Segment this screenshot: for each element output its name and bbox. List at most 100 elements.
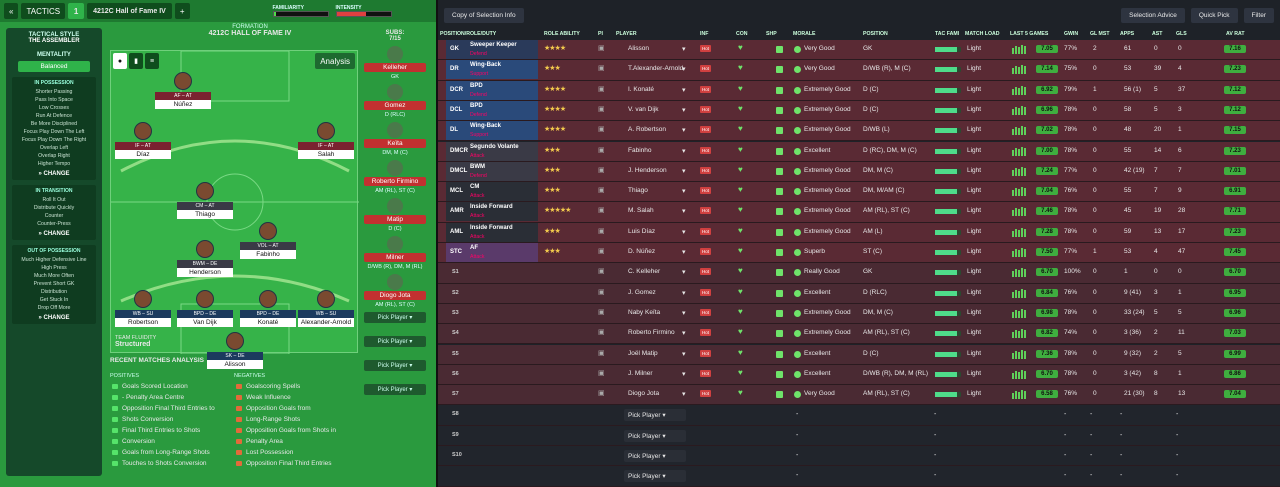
player-instructions-icon[interactable]: ▣ bbox=[598, 349, 605, 357]
table-row[interactable]: GK Sweeper Keeper Defend GK ★★★★ ▣ Alisson ▾ Hot… bbox=[438, 40, 1280, 61]
copy-selection-dropdown[interactable]: Copy of Selection Info bbox=[444, 7, 524, 23]
player-name[interactable]: Luis Díaz bbox=[628, 227, 656, 235]
table-row[interactable]: DCRBPD Defend DCR ★★★★ ▣ I. Konaté ▾ Hot ♥ Extrem… bbox=[438, 80, 1280, 101]
player-name[interactable]: Fabinho bbox=[628, 146, 652, 154]
pick-player-dropdown[interactable]: Pick Player ▾ bbox=[624, 409, 686, 422]
sub-slot[interactable]: Diogo Jota AM (RL), ST (C) bbox=[360, 274, 430, 312]
player-name[interactable]: Fabinho bbox=[240, 250, 296, 259]
player-dropdown-icon[interactable]: ▾ bbox=[682, 106, 686, 114]
sub-slot[interactable]: Gomez D (RLC) bbox=[360, 84, 430, 122]
player-dropdown-icon[interactable]: ▾ bbox=[682, 167, 686, 175]
player-name[interactable]: Salah bbox=[298, 150, 354, 159]
player-name[interactable]: M. Salah bbox=[628, 207, 654, 215]
column-header[interactable]: AV RAT bbox=[1226, 31, 1245, 37]
player-view-icon[interactable]: ● bbox=[113, 53, 127, 69]
column-header[interactable]: INF bbox=[700, 31, 709, 37]
change-button[interactable]: » CHANGE bbox=[38, 315, 70, 321]
player-dropdown-icon[interactable]: ▾ bbox=[682, 86, 686, 94]
column-header[interactable]: TAC FAMI bbox=[935, 31, 960, 37]
table-row[interactable]: STCAF Attack STC ★★★ ▣ D. Núñez ▾ Hot ♥ Superb ST … bbox=[438, 243, 1280, 264]
sub-name[interactable]: Gomez bbox=[364, 101, 426, 110]
pick-player-dropdown[interactable]: Pick Player ▾ bbox=[624, 450, 686, 462]
column-header[interactable]: GLS bbox=[1176, 31, 1187, 37]
player-name[interactable]: Díaz bbox=[115, 150, 171, 159]
table-row[interactable]: AMRInside Forward Attack AMR ★★★★★ ▣ M. Salah… bbox=[438, 202, 1280, 223]
sub-name[interactable]: Matip bbox=[364, 215, 426, 224]
player-name[interactable]: V. van Dijk bbox=[628, 105, 659, 113]
player-name[interactable]: Alexander-Arnold bbox=[298, 318, 354, 327]
player-name[interactable]: Henderson bbox=[177, 268, 233, 277]
player-dropdown-icon[interactable]: ▾ bbox=[682, 330, 686, 338]
player-name[interactable]: J. Henderson bbox=[628, 166, 667, 174]
player-dropdown-icon[interactable]: ▾ bbox=[682, 208, 686, 216]
pitch-player-card[interactable]: BPD – DE Van Dijk bbox=[177, 290, 233, 327]
sub-slot-empty[interactable]: Pick Player ▾ bbox=[360, 336, 430, 360]
player-instructions-icon[interactable]: ▣ bbox=[598, 85, 605, 93]
player-name[interactable]: J. Gomez bbox=[628, 288, 656, 296]
column-header[interactable]: APPS bbox=[1120, 31, 1135, 37]
sub-slot-empty[interactable]: Pick Player ▾ bbox=[360, 384, 430, 408]
pick-player-dropdown[interactable]: Pick Player ▾ bbox=[624, 429, 686, 442]
role-duty-cell[interactable]: Wing-Back Support DL bbox=[446, 121, 538, 141]
column-header[interactable]: CON bbox=[736, 31, 748, 37]
table-row[interactable]: DLWing-Back Support DL ★★★★ ▣ A. Robertson ▾ Ho… bbox=[438, 121, 1280, 142]
player-instructions-icon[interactable]: ▣ bbox=[598, 45, 605, 52]
column-header[interactable]: POSITION/ROLE/DUTY bbox=[440, 31, 497, 37]
pitch-player-card[interactable]: CM – AT Thiago bbox=[177, 182, 233, 219]
table-row[interactable]: AMLInside Forward Attack AML ★★★ ▣ Luis Díaz ▾… bbox=[438, 222, 1280, 243]
sub-slot[interactable]: Kelleher GK bbox=[360, 46, 430, 84]
player-instructions-icon[interactable]: ▣ bbox=[598, 105, 605, 113]
player-instructions-icon[interactable]: ▣ bbox=[598, 65, 605, 73]
table-row[interactable]: S9 Pick Player ▾ - - - - - - bbox=[438, 425, 1280, 446]
player-dropdown-icon[interactable]: ▾ bbox=[682, 66, 686, 74]
role-duty-cell[interactable]: Segundo Volante Attack DMCR bbox=[446, 141, 538, 161]
player-dropdown-icon[interactable]: ▾ bbox=[682, 289, 686, 297]
player-dropdown-icon[interactable]: ▾ bbox=[682, 46, 686, 53]
role-duty-cell[interactable]: Inside Forward Attack AML bbox=[446, 222, 538, 242]
sub-slot-empty[interactable]: Pick Player ▾ bbox=[360, 360, 430, 384]
role-duty-cell[interactable]: Inside Forward Attack AMR bbox=[446, 202, 538, 222]
table-row[interactable]: S5 ▣ Joël Matip ▾ Hot ♥ Excellent D (C) Light 7.3… bbox=[438, 344, 1280, 365]
table-row[interactable]: S6 ▣ J. Milner ▾ Hot ♥ Excellent D/WB (R), DM, … bbox=[438, 364, 1280, 386]
table-row[interactable]: DRWing-Back Support DR ★★★ ▣ T.Alexander-Arno… bbox=[438, 60, 1280, 81]
column-header[interactable]: SHP bbox=[766, 31, 777, 37]
player-name[interactable]: Alisson bbox=[207, 360, 263, 369]
player-instructions-icon[interactable]: ▣ bbox=[598, 390, 605, 398]
pitch-player-card[interactable]: WB – SU Robertson bbox=[115, 290, 171, 327]
table-row[interactable]: Pick Player ▾ - - - - - - bbox=[438, 466, 1280, 487]
player-instructions-icon[interactable]: ▣ bbox=[598, 207, 605, 215]
sub-name[interactable]: Roberto Firmino bbox=[364, 177, 426, 186]
player-instructions-icon[interactable]: ▣ bbox=[598, 329, 605, 337]
tactics-button[interactable]: TACTICS bbox=[21, 3, 66, 19]
player-name[interactable]: Konaté bbox=[240, 318, 296, 327]
player-dropdown-icon[interactable]: ▾ bbox=[682, 269, 686, 277]
pitch-player-card[interactable]: SK – DE Alisson bbox=[207, 332, 263, 369]
pick-player-dropdown[interactable]: Pick Player ▾ bbox=[364, 336, 426, 347]
add-tactic-button[interactable]: + bbox=[174, 3, 190, 19]
player-instructions-icon[interactable]: ▣ bbox=[598, 288, 605, 296]
column-header[interactable]: AST bbox=[1152, 31, 1163, 37]
table-row[interactable]: S7 ▣ Diogo Jota ▾ Hot ♥ Very Good AM (RL), ST (… bbox=[438, 385, 1280, 406]
pitch-player-card[interactable]: VOL – AT Fabinho bbox=[240, 222, 296, 259]
column-header[interactable]: MORALE bbox=[793, 31, 816, 37]
player-dropdown-icon[interactable]: ▾ bbox=[682, 370, 686, 378]
player-dropdown-icon[interactable]: ▾ bbox=[682, 391, 686, 399]
player-name[interactable]: I. Konaté bbox=[628, 85, 655, 93]
analysis-button[interactable]: Analysis bbox=[315, 53, 355, 69]
table-row[interactable]: S2 ▣ J. Gomez ▾ Hot ♥ Excellent D (RLC) Light 6.8… bbox=[438, 283, 1280, 304]
change-button[interactable]: » CHANGE bbox=[38, 171, 70, 177]
mentality-dropdown[interactable]: Balanced bbox=[18, 61, 90, 72]
player-dropdown-icon[interactable]: ▾ bbox=[682, 249, 686, 256]
table-row[interactable]: DCLBPD Defend DCL ★★★★ ▣ V. van Dijk ▾ Hot ♥ Extr… bbox=[438, 100, 1280, 122]
filter-button[interactable]: Filter bbox=[1243, 7, 1274, 23]
role-duty-cell[interactable]: Wing-Back Support DR bbox=[446, 60, 538, 80]
pick-player-dropdown[interactable]: Pick Player ▾ bbox=[364, 384, 426, 395]
formation-dropdown[interactable]: 4212C HALL OF FAME IV bbox=[208, 30, 292, 37]
role-duty-cell[interactable]: BPD Defend DCL bbox=[446, 100, 538, 120]
player-instructions-icon[interactable]: ▣ bbox=[598, 166, 605, 174]
table-row[interactable]: MCLCM Attack MCL ★★★ ▣ Thiago ▾ Hot ♥ Extremely G… bbox=[438, 182, 1280, 203]
player-name[interactable]: Van Dijk bbox=[177, 318, 233, 327]
stats-view-icon[interactable]: ▮ bbox=[129, 53, 143, 69]
player-name[interactable]: J. Milner bbox=[628, 369, 653, 377]
